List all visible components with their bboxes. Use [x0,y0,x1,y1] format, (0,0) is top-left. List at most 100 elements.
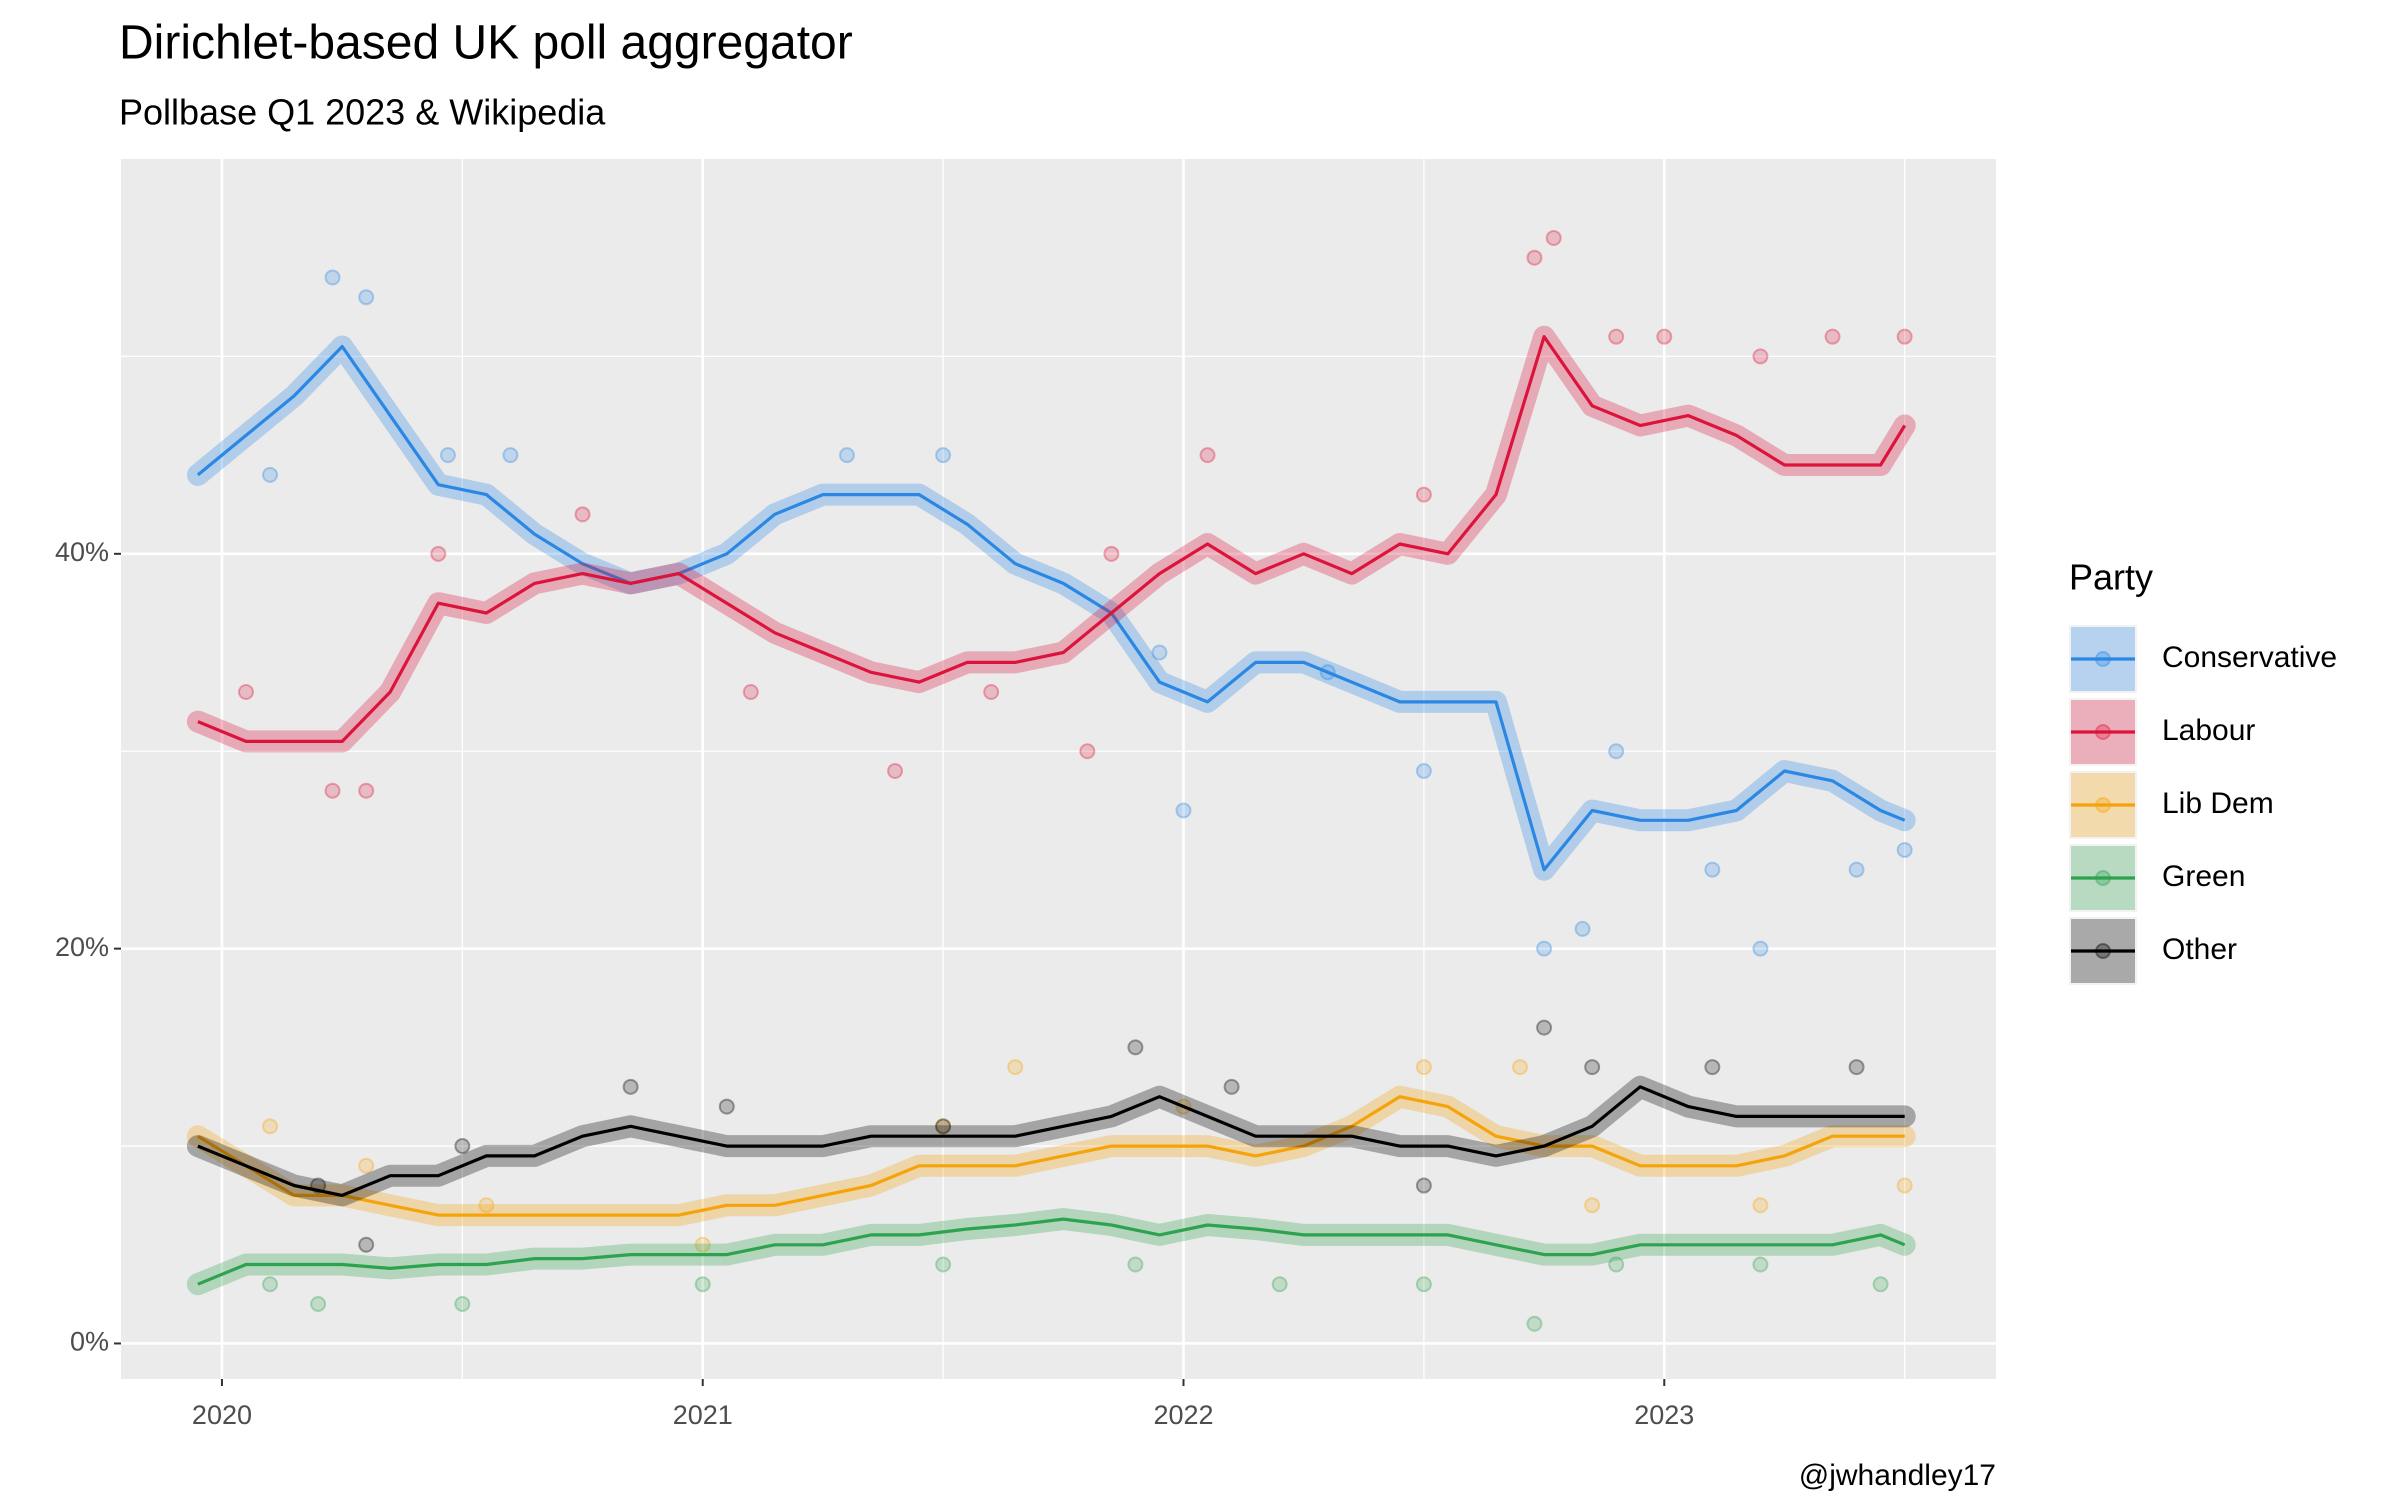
poll-point [935,447,952,464]
legend-point [2095,870,2111,886]
poll-point [310,1295,327,1312]
poll-point [430,545,447,562]
poll-point [1752,1256,1769,1273]
poll-point [1896,841,1913,858]
y-tick-label: 0% [70,1327,109,1357]
poll-point [1608,1256,1625,1273]
legend-point [2095,724,2111,740]
poll-point [1415,1177,1432,1194]
poll-point [262,1276,279,1293]
poll-point [1127,1256,1144,1273]
poll-point [935,1256,952,1273]
poll-point [1656,328,1673,345]
poll-point [935,1118,952,1135]
poll-point [838,447,855,464]
legend-label: Green [2162,860,2245,893]
legend-title: Party [2069,557,2153,598]
x-tick-label: 2022 [1153,1400,1213,1430]
poll-point [1079,743,1096,760]
x-tick-label: 2020 [192,1400,252,1430]
poll-point [887,762,904,779]
chart-subtitle: Pollbase Q1 2023 & Wikipedia [119,92,606,133]
poll-point [1415,1059,1432,1076]
poll-point [935,1118,952,1135]
poll-point [1574,920,1591,937]
poll-point [454,1295,471,1312]
poll-point [1608,328,1625,345]
poll-point [1872,1276,1889,1293]
caption: @jwhandley17 [1799,1459,1996,1492]
poll-point [238,684,254,701]
trend-line [197,335,1907,743]
poll-point [1848,861,1865,878]
poll-point [983,684,1000,701]
legend-point [2095,797,2111,813]
poll-point [1848,1059,1865,1076]
poll-point [358,289,375,306]
poll-point [324,782,341,799]
poll-point [358,1157,375,1174]
poll-point [1752,348,1769,365]
poll-point [1415,486,1432,503]
poll-point [742,684,759,701]
poll-point [1545,229,1562,246]
poll-point [1752,1197,1769,1214]
trend-line [197,1095,1905,1217]
poll-point [1704,1059,1721,1076]
poll-point [1512,1059,1529,1076]
legend-label: Labour [2162,714,2255,747]
poll-point [1584,1197,1601,1214]
poll-point [1199,447,1216,464]
poll-point [694,1236,711,1253]
poll-point [574,506,591,523]
poll-point [478,1197,495,1214]
poll-point [358,1236,375,1253]
poll-point [262,1118,279,1135]
legend-point [2095,651,2111,667]
poll-point [1223,1078,1240,1095]
x-tick-label: 2021 [673,1400,733,1430]
trend-line [197,1217,1906,1286]
poll-point [1704,861,1721,878]
legend-label: Other [2162,933,2237,966]
chart-title: Dirichlet-based UK poll aggregator [119,17,853,70]
poll-point [1415,1276,1432,1293]
poll-point [1896,1177,1913,1194]
poll-point [1415,762,1432,779]
y-tick-label: 20% [55,932,109,962]
poll-point [1752,940,1769,957]
poll-point [1007,1059,1024,1076]
y-tick-label: 40% [55,537,109,567]
poll-point [1127,1039,1144,1056]
poll-point [1526,249,1543,266]
poll-point [694,1276,711,1293]
poll-point [1271,1276,1288,1293]
legend-label: Lib Dem [2162,787,2274,820]
poll-point [1608,743,1625,760]
poll-point [1584,1059,1601,1076]
poll-point [262,466,279,483]
poll-point [1526,1315,1543,1332]
poll-point [1536,1019,1553,1036]
poll-point [439,447,456,464]
trend-line [196,344,1906,872]
poll-point [454,1138,471,1155]
poll-point [622,1078,639,1095]
x-tick-label: 2023 [1634,1400,1694,1430]
legend-label: Conservative [2162,641,2337,674]
poll-point [1103,545,1120,562]
trend-line [197,1085,1905,1197]
plot-panel [121,159,1996,1379]
poll-point [1175,802,1192,819]
poll-point [1151,644,1168,661]
poll-point [358,782,375,799]
poll-point [502,447,519,464]
poll-point [1824,328,1841,345]
poll-point [1536,940,1553,957]
poll-point [1896,328,1913,345]
poll-point [718,1098,735,1115]
poll-point [324,269,341,286]
legend-point [2095,943,2111,959]
